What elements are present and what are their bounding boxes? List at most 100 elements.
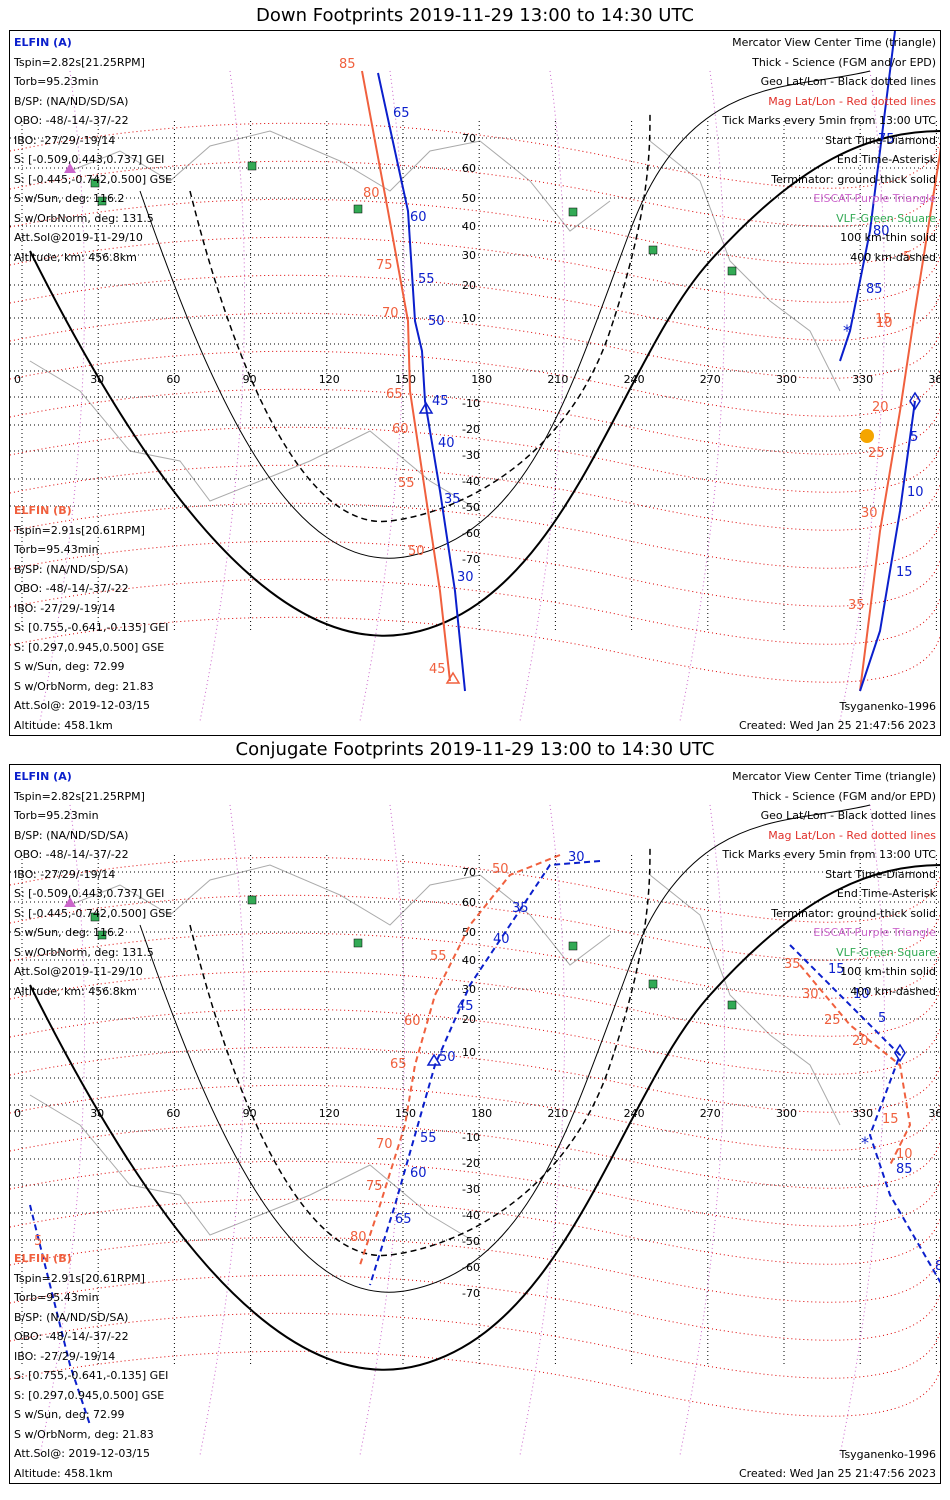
elfin-b-param-line: Torb=95.43min <box>14 543 99 556</box>
elfin-b-param-line: Tspin=2.91s[20.61RPM] <box>14 523 145 537</box>
elfin-b-conj-time-label: 70 <box>376 1137 393 1152</box>
lat-tick-label: 30 <box>462 249 476 262</box>
mag-lat-line <box>10 426 940 493</box>
center-time-triangle <box>418 401 434 414</box>
elfin-b-track <box>361 70 451 682</box>
end-asterisk: * <box>861 1133 869 1152</box>
legend-entry: Tick Marks every 5min from 13:00 UTC <box>722 848 936 861</box>
vlf-station-square <box>568 941 578 951</box>
lat-tick-label: -50 <box>462 1235 480 1248</box>
legend-entry: Terminator: ground-thick solid <box>771 172 936 186</box>
elfin-b-conj-time-label: 10 <box>896 1147 913 1162</box>
elfin-b-param-line: Tspin=2.91s[20.61RPM] <box>14 1271 145 1285</box>
elfin-b-name: ELFIN (B) <box>14 504 72 517</box>
start-diamond <box>909 391 921 411</box>
elfin-a-track-east-2 <box>859 400 916 692</box>
legend-entry: VLF-Green Square <box>836 945 936 959</box>
elfin-a-time-label: 55 <box>418 272 435 287</box>
elfin-b-time-label: 80 <box>363 186 380 201</box>
legend-entry: Mag Lat/Lon - Red dotted lines <box>768 94 936 108</box>
legend-entry: EISCAT-Purple Triangle <box>813 926 936 939</box>
conjugate-footprints-map: 0306090120150180210240270300330360706050… <box>9 764 941 1484</box>
lat-tick-label: -60 <box>462 1261 480 1274</box>
lat-tick-label: -30 <box>462 449 480 462</box>
mag-lat-line <box>10 198 940 265</box>
elfin-b-conj-time-label: 5 <box>34 1234 42 1249</box>
elfin-b-time-label: 25 <box>868 446 885 461</box>
elfin-b-param-line: S w/Sun, deg: 72.99 <box>14 660 125 673</box>
elfin-a-conj-track-west <box>29 1204 91 1426</box>
lat-tick-label: 10 <box>462 312 476 325</box>
elfin-a-conj-track <box>369 860 601 1286</box>
legend-entry: 400 km-dashed <box>850 984 936 998</box>
legend-entry: End Time-Asterisk <box>836 153 936 166</box>
map-legend: Mercator View Center Time (triangle) Thic… <box>722 33 936 267</box>
elfin-a-time-label: 60 <box>410 210 427 225</box>
elfin-a-param-line: IBO: -27/29/-19/14 <box>14 867 116 881</box>
elfin-b-param-line: Altitude: 458.1km <box>14 718 113 732</box>
lon-tick-label: 360 <box>928 1107 941 1120</box>
mag-lat-line <box>10 1084 940 1151</box>
created-label: Created: Wed Jan 25 21:47:56 2023 <box>738 719 936 732</box>
mag-lat-line <box>10 464 940 531</box>
lat-tick-label: -60 <box>462 527 480 540</box>
vlf-station-square <box>727 1000 737 1010</box>
elfin-b-conj-time-label: 25 <box>824 1013 841 1028</box>
elfin-a-time-label: 50 <box>428 314 445 329</box>
elfin-b-param-line: B/SP: (NA/ND/SD/SA) <box>14 562 129 576</box>
elfin-b-param-line: IBO: -27/29/-19/14 <box>14 601 116 615</box>
mag-lat-line <box>10 1350 940 1417</box>
lat-tick-label: -20 <box>462 423 480 436</box>
elfin-b-time-label: 20 <box>872 400 889 415</box>
mag-lat-line <box>10 1008 940 1075</box>
eiscat-triangle <box>64 897 76 907</box>
lat-tick-label: -40 <box>462 475 480 488</box>
elfin-a-conj-time-label: 45 <box>457 999 474 1014</box>
elfin-b-conj-time-label: 15 <box>882 1112 899 1127</box>
lat-tick-label: 70 <box>462 132 476 145</box>
elfin-b-conj-track <box>359 854 561 1266</box>
elfin-b-time-label: 30 <box>861 506 878 521</box>
elfin-a-conj-time-label: 35 <box>512 901 529 916</box>
elfin-a-time-label: 85 <box>866 282 883 297</box>
elfin-a-track <box>377 72 466 692</box>
lat-tick-label: -40 <box>462 1209 480 1222</box>
lat-tick-label: -70 <box>462 553 480 566</box>
elfin-a-time-label: 35 <box>444 492 461 507</box>
down-map-canvas: 0306090120150180210240270300330360706050… <box>10 31 940 722</box>
lon-tick-label: 0 <box>14 373 21 386</box>
vlf-station-square <box>90 178 100 188</box>
elfin-a-param-line: S w/Sun, deg: 116.2 <box>14 192 125 205</box>
lon-tick-label: 270 <box>700 1107 721 1120</box>
lon-tick-label: 270 <box>700 373 721 386</box>
terminator-ground <box>29 130 940 637</box>
mag-lat-line <box>10 1198 940 1265</box>
legend-entry: VLF-Green Square <box>836 211 936 225</box>
elfin-b-param-line: B/SP: (NA/ND/SD/SA) <box>14 1310 129 1324</box>
legend-entry: Terminator: ground-thick solid <box>771 906 936 920</box>
elfin-b-conj-time-label: 65 <box>390 1057 407 1072</box>
elfin-b-name-conj: ELFIN (B) <box>14 1252 72 1265</box>
mag-lat-line <box>10 856 940 923</box>
legend-entry: 100 km-thin solid <box>840 231 936 244</box>
elfin-b-time-label: 50 <box>408 544 425 559</box>
elfin-a-time-label: 75 <box>878 132 895 147</box>
elfin-b-track-east <box>859 147 940 692</box>
mag-lat-line <box>10 1122 940 1189</box>
elfin-b-params-conj: Tspin=2.91s[20.61RPM] Torb=95.43min B/SP: … <box>14 1269 168 1484</box>
elfin-a-params: Tspin=2.82s[21.25RPM] Torb=95.23min B/SP: … <box>14 53 172 268</box>
elfin-a-info: ELFIN (A) Tspin=2.82s[21.25RPM] Torb=95.2… <box>14 33 172 267</box>
elfin-b-param-line: S w/Sun, deg: 72.99 <box>14 1408 125 1421</box>
mag-lat-line <box>10 388 940 455</box>
elfin-a-time-label: 65 <box>393 106 410 121</box>
lat-tick-label: -30 <box>462 1183 480 1196</box>
elfin-b-conj-time-label: 20 <box>852 1034 869 1049</box>
elfin-a-conj-time-label: 60 <box>410 1166 427 1181</box>
elfin-a-time-label: 5 <box>910 430 918 445</box>
elfin-b-param-line: S: [0.297,0.945,0.500] GSE <box>14 640 165 654</box>
elfin-a-param-line: Att.Sol@2019-11-29/10 <box>14 231 143 244</box>
coastline <box>29 1094 481 1246</box>
elfin-a-info-conj: ELFIN (A) Tspin=2.82s[21.25RPM] Torb=95.2… <box>14 767 172 1001</box>
mag-lat-line <box>10 236 940 303</box>
elfin-a-conj-time-label: 65 <box>395 1212 412 1227</box>
